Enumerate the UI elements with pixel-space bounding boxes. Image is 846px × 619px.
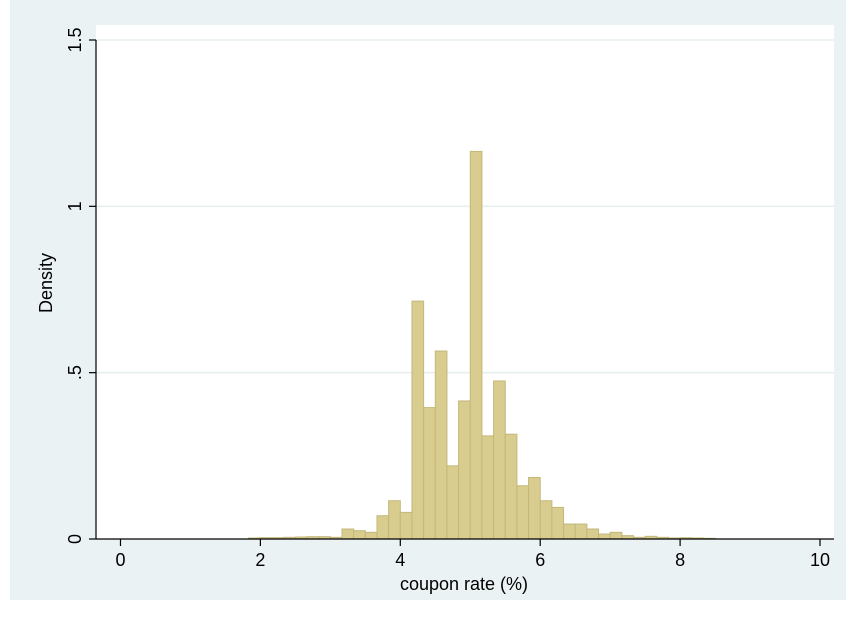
histogram-bar-10	[364, 531, 378, 540]
histogram-bar-31	[609, 531, 623, 540]
histogram-bar-12	[388, 500, 401, 540]
histogram-bar-9	[353, 530, 366, 540]
x-tick-label-4: 8	[675, 550, 685, 570]
histogram-bar-8	[341, 528, 355, 540]
histogram-bar-29	[586, 528, 600, 540]
histogram-bar-18	[458, 400, 471, 540]
y-axis-label: Density	[36, 253, 56, 313]
x-tick-label-3: 6	[535, 550, 545, 570]
x-tick-label-2: 4	[395, 550, 405, 570]
x-tick-label-1: 2	[255, 550, 265, 570]
histogram-bar-27	[563, 523, 576, 540]
histogram-bar-14	[411, 300, 425, 540]
histogram-bar-16	[434, 350, 448, 540]
x-axis-label: coupon rate (%)	[400, 574, 528, 594]
histogram-bar-21	[493, 380, 506, 540]
histogram-bar-30	[598, 533, 611, 540]
histogram-bar-26	[551, 506, 565, 540]
histogram-bar-25	[539, 500, 553, 540]
y-tick-label-3: 1.5	[65, 27, 85, 52]
y-tick-label-2: 1	[65, 201, 85, 211]
histogram-bar-22	[504, 433, 518, 540]
histogram-bar-13	[399, 511, 413, 540]
y-tick-label-0: 0	[65, 534, 85, 544]
x-tick-label-0: 0	[115, 550, 125, 570]
x-tick-label-5: 10	[810, 550, 830, 570]
histogram-bar-20	[481, 435, 495, 540]
histogram-bar-17	[446, 465, 460, 540]
histogram-bar-15	[423, 407, 436, 540]
histogram-bar-19	[469, 150, 483, 540]
y-tick-label-1: .5	[65, 365, 85, 380]
histogram-bar-24	[528, 476, 541, 540]
axes: 0 2 4 6 8 10 0 .5 1 1.5	[65, 27, 834, 570]
histogram-bar-28	[574, 523, 588, 540]
gridlines	[96, 39, 834, 374]
histogram-bar-11	[376, 515, 390, 540]
histogram-bar-23	[516, 485, 530, 540]
